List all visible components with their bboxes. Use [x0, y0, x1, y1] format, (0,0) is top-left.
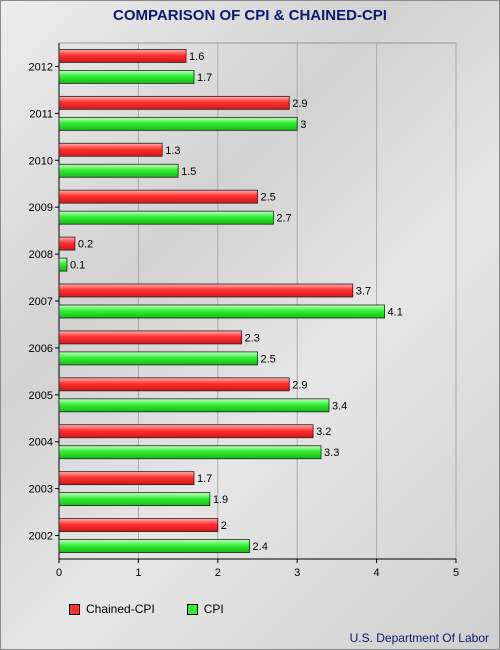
bar-cpi — [58, 351, 258, 366]
bar-chained-cpi — [58, 330, 243, 345]
value-label-cpi: 3.3 — [324, 447, 339, 459]
y-tick-label: 2007 — [29, 296, 53, 308]
legend-swatch-cpi — [186, 603, 198, 615]
value-label-chained-cpi: 2 — [221, 520, 227, 532]
bar-chained-cpi — [58, 471, 195, 486]
value-label-chained-cpi: 2.9 — [292, 379, 307, 391]
value-label-cpi: 1.9 — [213, 494, 228, 506]
value-label-cpi: 4.1 — [388, 307, 403, 319]
x-tick-label: 3 — [294, 567, 300, 579]
value-label-cpi: 2.5 — [261, 353, 276, 365]
chart-title: COMPARISON OF CPI & CHAINED-CPI — [113, 7, 387, 24]
x-tick-label: 2 — [215, 567, 221, 579]
value-label-cpi: 0.1 — [70, 260, 85, 272]
bar-cpi — [58, 116, 298, 131]
value-label-cpi: 3.4 — [332, 400, 347, 412]
value-label-cpi: 2.7 — [276, 213, 291, 225]
bar-cpi — [58, 398, 330, 413]
y-tick-label: 2011 — [29, 108, 53, 120]
bar-cpi — [58, 257, 68, 272]
value-label-cpi: 1.5 — [181, 166, 196, 178]
x-tick-label: 5 — [453, 567, 459, 579]
bar-cpi — [58, 304, 385, 319]
value-label-chained-cpi: 3.2 — [316, 426, 331, 438]
x-tick-label: 0 — [56, 567, 62, 579]
bar-chained-cpi — [58, 236, 76, 251]
bar-cpi — [58, 492, 211, 507]
y-tick-label: 2004 — [29, 437, 53, 449]
x-tick-label: 4 — [374, 567, 380, 579]
value-label-cpi: 2.4 — [253, 541, 268, 553]
bar-chained-cpi — [58, 95, 290, 110]
value-label-chained-cpi: 1.6 — [189, 51, 204, 63]
bar-chained-cpi — [58, 142, 163, 157]
bar-cpi — [58, 445, 322, 460]
bar-chained-cpi — [58, 283, 354, 298]
value-label-chained-cpi: 0.2 — [78, 239, 93, 251]
y-tick-label: 2005 — [29, 390, 53, 402]
value-label-chained-cpi: 2.9 — [292, 98, 307, 110]
value-label-cpi: 3 — [300, 119, 306, 131]
y-tick-label: 2008 — [29, 249, 53, 261]
bar-chained-cpi — [58, 518, 219, 532]
bar-cpi — [58, 163, 179, 178]
y-tick-label: 2006 — [29, 343, 53, 355]
legend-label-chained-cpi: Chained-CPI — [86, 602, 155, 616]
source-note: U.S. Department Of Labor — [349, 631, 489, 645]
bar-chained-cpi — [58, 49, 187, 63]
legend-item-cpi: CPI — [186, 602, 224, 616]
bar-cpi — [58, 539, 250, 553]
y-tick-label: 2002 — [29, 531, 53, 543]
legend-label-cpi: CPI — [203, 602, 224, 616]
y-tick-label: 2010 — [29, 155, 53, 167]
legend-swatch-chained-cpi — [69, 603, 80, 615]
value-label-chained-cpi: 3.7 — [356, 286, 371, 298]
x-tick-label: 1 — [135, 567, 141, 579]
value-label-chained-cpi: 1.3 — [165, 145, 180, 157]
value-label-chained-cpi: 2.5 — [261, 192, 276, 204]
bar-cpi — [58, 210, 274, 225]
bar-chained-cpi — [58, 189, 258, 204]
value-label-chained-cpi: 2.3 — [245, 332, 260, 344]
bar-cpi — [58, 70, 195, 84]
y-tick-label: 2012 — [29, 61, 53, 73]
value-label-cpi: 1.7 — [197, 72, 212, 84]
value-label-chained-cpi: 1.7 — [197, 473, 212, 485]
legend-item-chained-cpi: Chained-CPI — [69, 602, 155, 616]
legend: Chained-CPI CPI — [69, 602, 256, 616]
y-tick-label: 2003 — [29, 484, 53, 496]
bar-chained-cpi — [58, 424, 314, 439]
bar-chained-cpi — [58, 377, 290, 392]
y-tick-label: 2009 — [29, 202, 53, 214]
